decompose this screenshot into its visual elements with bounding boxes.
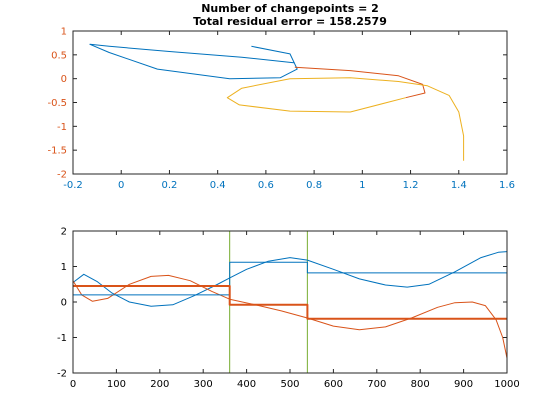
- top-series-line-yellow-2: [226, 77, 465, 161]
- top-y-tick-label: -1: [57, 122, 67, 133]
- bottom-x-tick-label: 300: [194, 379, 213, 390]
- bottom-x-tick-label: 0: [70, 379, 76, 390]
- bottom-x-tick-label: 1000: [494, 379, 519, 390]
- chart-title-line2: Total residual error = 158.2579: [193, 15, 387, 28]
- bottom-x-tick-label: 700: [367, 379, 386, 390]
- top-y-tick-label: 0: [61, 74, 67, 85]
- bottom-x-tick-label: 400: [237, 379, 256, 390]
- bottom-series-line-blue-0: [72, 251, 508, 307]
- bottom-x-tick-label: 600: [324, 379, 343, 390]
- top-y-tick-label: -0.5: [47, 98, 67, 109]
- top-y-tick-label: 1: [61, 27, 67, 38]
- top-series-line-blue-0: [89, 43, 298, 80]
- top-x-tick-label: 1.2: [403, 180, 419, 191]
- top-series-line-orange-1: [294, 66, 426, 99]
- top-axes: -0.2 0 0.2 0.4 0.6 0.8 1 1.2 1.4 1.6 1 0.5 0 -0.5 -1 -1…: [47, 27, 514, 192]
- bottom-x-tick-label: 900: [454, 379, 473, 390]
- top-x-tick-label: 1.4: [451, 180, 467, 191]
- bottom-x-tick-label: 800: [411, 379, 430, 390]
- bottom-x-tick-label: 100: [107, 379, 126, 390]
- top-y-tick-label: -1.5: [47, 146, 67, 157]
- top-x-tick-label: 0.8: [306, 180, 322, 191]
- bottom-y-tick-label: -2: [57, 369, 67, 380]
- bottom-axes: 0 100 200 300 400 500 600 700 800 900 1000 2 1 0 -1 -2: [57, 227, 520, 391]
- top-axes-box: [72, 30, 508, 175]
- bottom-axes-box: [72, 230, 508, 374]
- top-x-tick-label: -0.2: [63, 180, 83, 191]
- bottom-step-fit-blue-2: [73, 261, 507, 296]
- bottom-series-line-orange-1: [72, 274, 508, 359]
- bottom-y-tick-label: 2: [61, 227, 67, 238]
- bottom-y-tick-label: 1: [61, 262, 67, 273]
- top-y-tick-label: -2: [57, 170, 67, 181]
- chart-title-line1: Number of changepoints = 2: [201, 2, 379, 15]
- bottom-x-tick-label: 200: [150, 379, 169, 390]
- top-x-tick-label: 1.6: [499, 180, 515, 191]
- top-x-tick-label: 0.6: [258, 180, 274, 191]
- bottom-y-tick-label: 0: [61, 298, 67, 309]
- bottom-y-tick-label: -1: [57, 333, 67, 344]
- top-x-tick-label: 0: [118, 180, 124, 191]
- bottom-step-fit-orange-3: [73, 285, 507, 320]
- top-x-tick-label: 0.2: [161, 180, 177, 191]
- top-x-tick-label: 1: [359, 180, 365, 191]
- top-x-tick-label: 0.4: [210, 180, 226, 191]
- top-y-tick-label: 0.5: [51, 50, 67, 61]
- bottom-x-tick-label: 500: [280, 379, 299, 390]
